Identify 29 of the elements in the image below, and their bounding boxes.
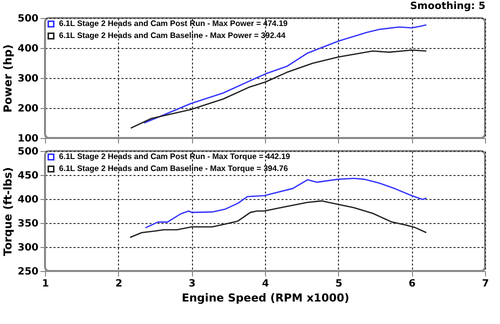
y-tick-label: 350 [18,218,39,230]
x-tick-label: 2 [115,278,122,290]
y-axis-title: Torque (ft-lbs) [2,167,15,256]
line-series [144,178,427,228]
x-tick-label: 5 [335,278,342,290]
x-tick-label: 6 [408,278,416,290]
x-tick-label: 1 [42,278,50,290]
y-tick-label: 300 [18,242,39,254]
line-series [129,200,427,238]
legend-label: 6.1L Stage 2 Heads and Cam Post Run - Max Torque = 442.19 [59,152,291,161]
y-tick-label: 100 [18,134,39,144]
y-tick-label: 200 [18,104,39,114]
x-axis-title: Engine Speed (RPM x1000) [182,292,350,304]
y-tick-label: 250 [18,266,39,278]
y-tick-label: 400 [18,194,39,206]
y-tick-label: 500 [18,146,39,158]
legend-label: 6.1L Stage 2 Heads and Cam Post Run - Max Power = 474.19 [59,19,288,28]
legend-label: 6.1L Stage 2 Heads and Cam Baseline - Max Torque = 394.76 [59,164,288,173]
y-tick-label: 400 [18,44,39,54]
y-tick-label: 300 [18,74,39,84]
y-axis-title: Power (hp) [2,44,15,113]
line-series [130,49,427,129]
text: Smoothing: 5 [410,1,486,12]
x-tick-label: 7 [482,278,490,290]
x-tick-label: 3 [188,278,196,290]
legend-label: 6.1L Stage 2 Heads and Cam Baseline - Max Power = 392.44 [59,31,286,40]
y-tick-label: 450 [18,170,39,182]
x-tick-label: 4 [262,278,270,290]
y-tick-label: 500 [18,14,39,24]
